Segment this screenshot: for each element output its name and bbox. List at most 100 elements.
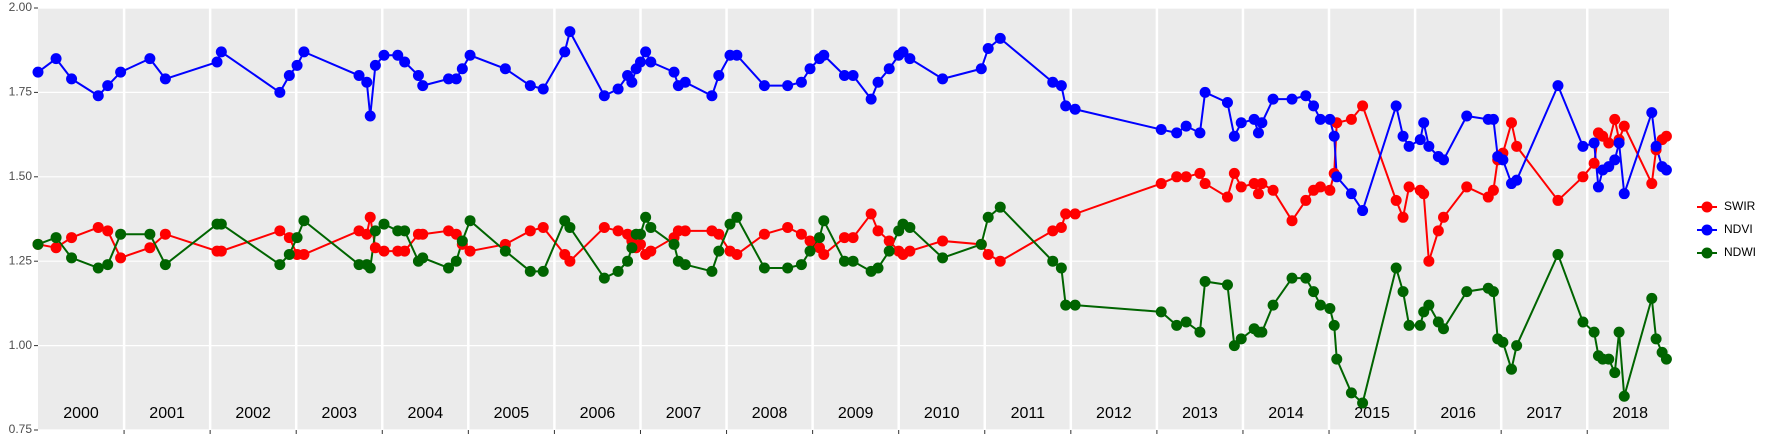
point bbox=[937, 73, 949, 85]
point bbox=[1357, 100, 1369, 112]
point bbox=[679, 225, 691, 237]
y-tick-label: 1.25 bbox=[9, 253, 33, 267]
point bbox=[872, 225, 884, 237]
y-tick-label: 0.75 bbox=[9, 422, 33, 436]
point bbox=[865, 208, 877, 220]
point bbox=[215, 218, 227, 230]
point bbox=[1235, 117, 1247, 129]
year-label: 2007 bbox=[666, 405, 702, 422]
point bbox=[634, 238, 646, 250]
point bbox=[159, 259, 171, 271]
point bbox=[159, 228, 171, 240]
point bbox=[883, 245, 895, 257]
year-label: 2010 bbox=[924, 405, 960, 422]
point bbox=[399, 225, 411, 237]
point bbox=[524, 225, 536, 237]
point bbox=[994, 255, 1006, 267]
year-label: 2013 bbox=[1182, 405, 1218, 422]
point bbox=[1588, 137, 1600, 149]
point bbox=[450, 255, 462, 267]
point bbox=[1613, 326, 1625, 338]
point bbox=[456, 63, 468, 75]
point bbox=[1286, 272, 1298, 284]
point bbox=[640, 211, 652, 223]
point bbox=[1511, 140, 1523, 152]
legend-label: SWIR bbox=[1724, 199, 1756, 213]
year-label: 2002 bbox=[235, 405, 271, 422]
point bbox=[1267, 299, 1279, 311]
point bbox=[1487, 286, 1499, 298]
point bbox=[443, 262, 455, 274]
legend-swatch bbox=[1701, 201, 1713, 213]
point bbox=[464, 215, 476, 227]
year-label: 2006 bbox=[580, 405, 616, 422]
point bbox=[369, 242, 381, 254]
point bbox=[1256, 117, 1268, 129]
point bbox=[364, 110, 376, 122]
point bbox=[50, 53, 62, 65]
point bbox=[1267, 93, 1279, 105]
point bbox=[298, 215, 310, 227]
point bbox=[1155, 178, 1167, 190]
point bbox=[92, 262, 104, 274]
point bbox=[1397, 211, 1409, 223]
point bbox=[1060, 100, 1072, 112]
point bbox=[378, 49, 390, 61]
point bbox=[1221, 191, 1233, 203]
point bbox=[758, 262, 770, 274]
point bbox=[1308, 286, 1320, 298]
point bbox=[1055, 221, 1067, 233]
year-label: 2001 bbox=[149, 405, 185, 422]
point bbox=[364, 211, 376, 223]
point bbox=[1180, 120, 1192, 132]
point bbox=[634, 56, 646, 68]
point bbox=[1505, 363, 1517, 375]
point bbox=[1194, 326, 1206, 338]
point bbox=[115, 66, 127, 78]
point bbox=[417, 228, 429, 240]
point bbox=[1267, 184, 1279, 196]
point bbox=[1552, 248, 1564, 260]
point bbox=[782, 262, 794, 274]
point bbox=[1646, 178, 1658, 190]
point bbox=[1228, 340, 1240, 352]
point bbox=[399, 245, 411, 257]
point bbox=[443, 73, 455, 85]
legend-swatch bbox=[1701, 224, 1713, 236]
point bbox=[982, 248, 994, 260]
point bbox=[1511, 174, 1523, 186]
point bbox=[883, 235, 895, 247]
point bbox=[1461, 110, 1473, 122]
point bbox=[1180, 316, 1192, 328]
point bbox=[1300, 194, 1312, 206]
point bbox=[1432, 225, 1444, 237]
point bbox=[66, 73, 78, 85]
point bbox=[679, 76, 691, 88]
point bbox=[782, 80, 794, 92]
point bbox=[1155, 124, 1167, 136]
point bbox=[640, 46, 652, 58]
point bbox=[645, 56, 657, 68]
point bbox=[1252, 127, 1264, 139]
point bbox=[1060, 299, 1072, 311]
point bbox=[782, 221, 794, 233]
point bbox=[758, 80, 770, 92]
point bbox=[50, 232, 62, 244]
point bbox=[1252, 188, 1264, 200]
point bbox=[706, 90, 718, 102]
year-label: 2017 bbox=[1526, 405, 1562, 422]
point bbox=[1618, 120, 1630, 132]
point bbox=[1552, 80, 1564, 92]
point bbox=[1650, 333, 1662, 345]
point bbox=[1235, 333, 1247, 345]
point bbox=[1505, 117, 1517, 129]
point bbox=[353, 70, 365, 82]
point bbox=[1345, 387, 1357, 399]
point bbox=[612, 225, 624, 237]
point bbox=[795, 76, 807, 88]
point bbox=[1314, 181, 1326, 193]
point bbox=[1497, 154, 1509, 166]
point bbox=[1609, 113, 1621, 125]
y-tick-label: 1.75 bbox=[9, 85, 33, 99]
point bbox=[274, 225, 286, 237]
